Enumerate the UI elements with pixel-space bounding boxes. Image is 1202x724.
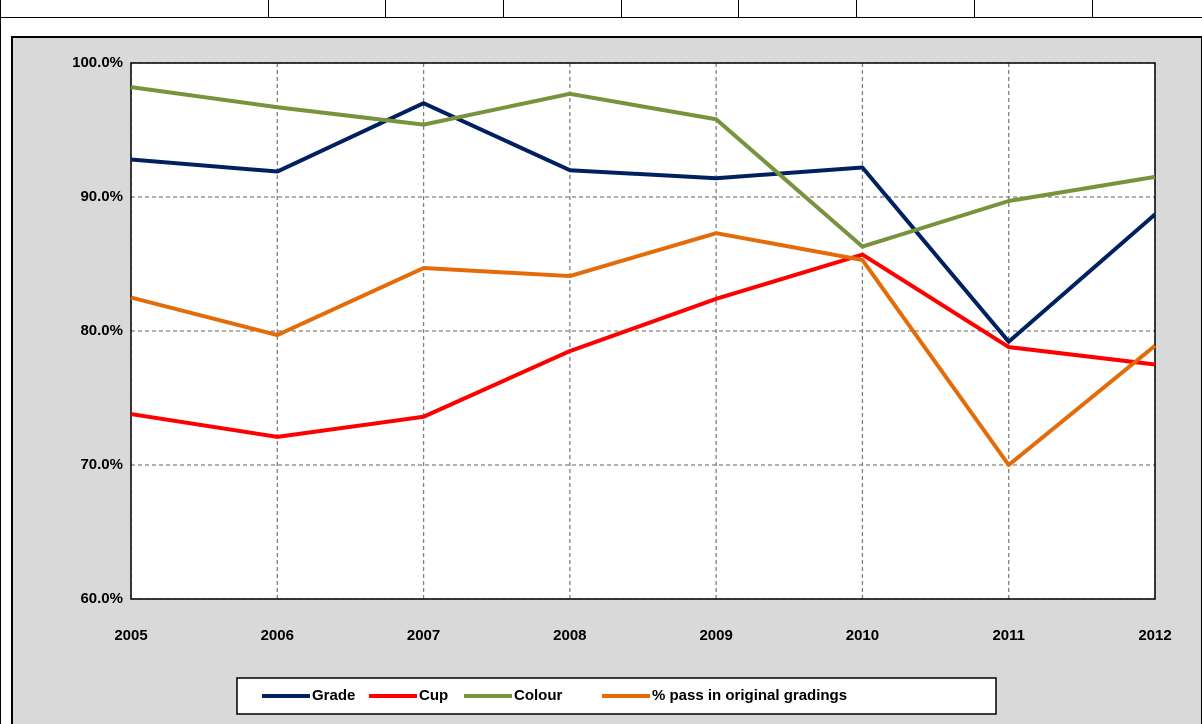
- x-tick-label: 2006: [261, 627, 294, 644]
- legend-label: Cup: [419, 687, 448, 704]
- series-line: [130, 85, 1156, 249]
- x-tick-label: 2009: [699, 627, 732, 644]
- y-tick-label: 60.0%: [80, 590, 123, 607]
- y-tick-label: 80.0%: [80, 322, 123, 339]
- legend-label: Grade: [312, 687, 355, 704]
- x-tick-label: 2012: [1138, 627, 1171, 644]
- legend-label: % pass in original gradings: [652, 687, 847, 704]
- legend-label: Colour: [514, 687, 562, 704]
- x-tick-label: 2005: [114, 627, 147, 644]
- x-tick-label: 2010: [846, 627, 879, 644]
- grid: [130, 62, 1156, 600]
- series-line: [130, 231, 1157, 467]
- lines: [130, 85, 1157, 467]
- y-tick-label: 70.0%: [80, 456, 123, 473]
- legend-items: Grade Cup Colour % pass in original grading…: [262, 687, 847, 704]
- y-tick-label: 90.0%: [80, 188, 123, 205]
- series-line: [130, 101, 1157, 344]
- x-tick-label: 2007: [407, 627, 440, 644]
- x-tick-label: 2011: [992, 627, 1025, 644]
- labels: 60.0% 70.0% 80.0% 90.0% 100.0% 2005 2006 2007 20…: [72, 54, 1172, 644]
- y-tick-label: 100.0%: [72, 54, 123, 71]
- series-line: [130, 252, 1156, 439]
- x-tick-label: 2008: [553, 627, 586, 644]
- plot-border: [130, 62, 1156, 600]
